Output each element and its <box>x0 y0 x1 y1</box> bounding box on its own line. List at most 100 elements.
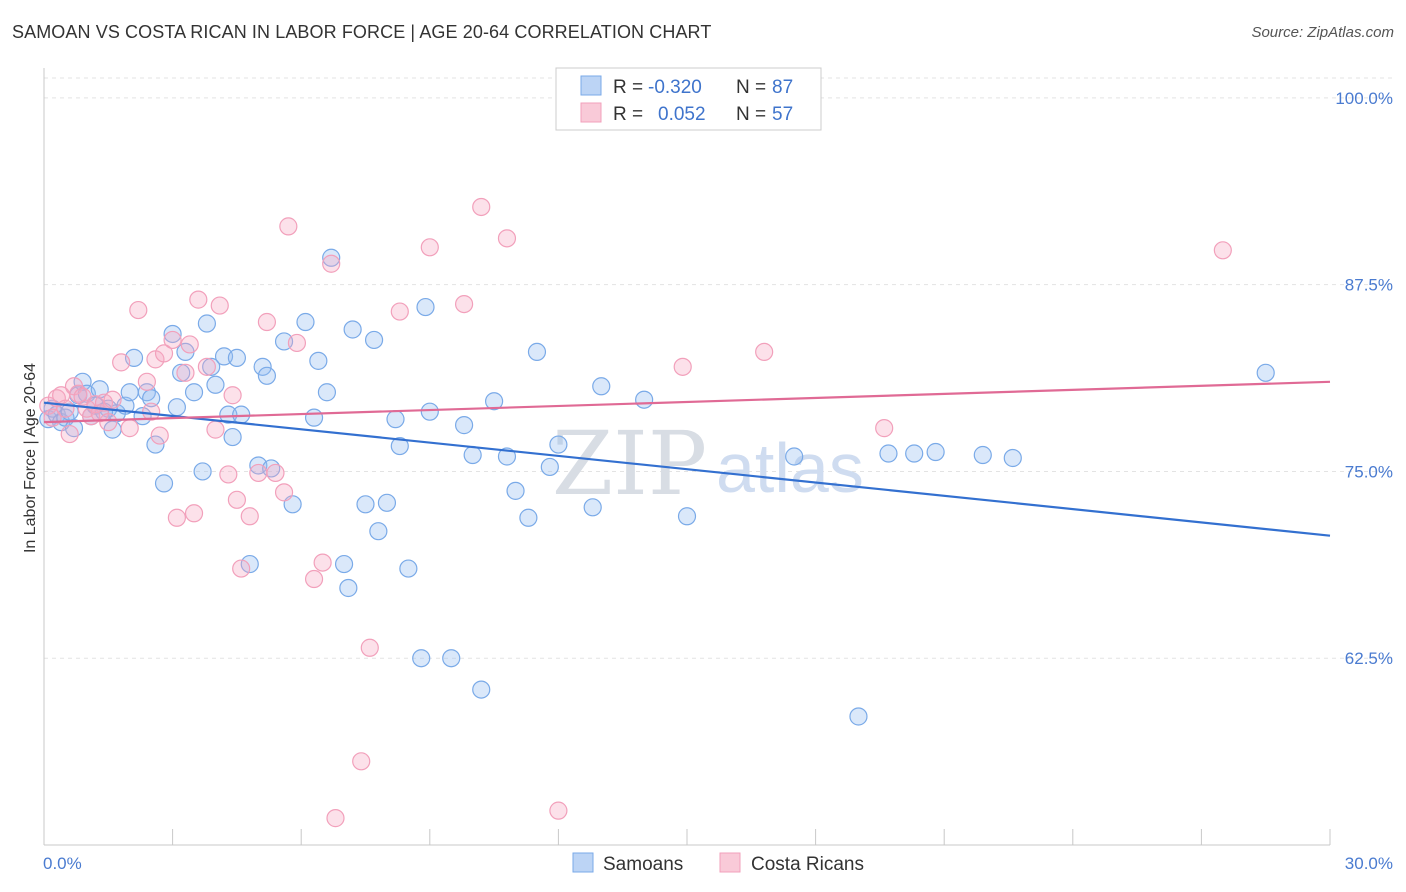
samoans-point-27 <box>184 383 204 402</box>
legend-swatch-costa-ricans <box>580 102 602 123</box>
samoans-point-85 <box>454 416 474 435</box>
costa-ricans-point-15 <box>103 390 122 409</box>
samoans-point-74 <box>849 707 868 726</box>
samoans-point-51 <box>364 330 384 350</box>
bottom-legend-costa-ricans: Costa Ricans <box>751 854 864 875</box>
bottom-legend: Samoans Costa Ricans <box>572 852 864 875</box>
samoans-point-46 <box>322 248 341 267</box>
samoans-point-56 <box>399 559 418 578</box>
samoans-point-34 <box>227 348 246 367</box>
legend-r-value-costa-ricans: 0.052 <box>658 104 706 125</box>
costa-ricans-point-5 <box>60 424 79 444</box>
samoans-point-65 <box>506 481 525 500</box>
samoans-point-71 <box>635 390 654 409</box>
costa-ricans-point-54 <box>497 229 517 248</box>
samoans-point-75 <box>879 444 898 463</box>
legend: R = -0.320 N = 87 R = 0.052 N = 57 <box>555 67 822 131</box>
samoans-point-52 <box>369 522 388 541</box>
costa-ricans-point-24 <box>163 330 182 350</box>
samoans-point-33 <box>219 405 238 424</box>
samoans-point-30 <box>202 357 221 376</box>
legend-n-value-samoans: 87 <box>772 77 793 98</box>
costa-ricans-point-53 <box>472 197 491 217</box>
costa-ricans-point-22 <box>150 426 169 445</box>
samoans-point-77 <box>926 442 945 462</box>
samoans-point-36 <box>240 554 259 574</box>
costa-ricans-point-37 <box>240 507 259 526</box>
costa-ricans-point-58 <box>875 419 894 438</box>
samoans-point-17 <box>120 383 139 402</box>
watermark-atlas: atlas <box>716 429 864 507</box>
costa-ricans-point-4 <box>56 399 75 418</box>
samoans-point-63 <box>485 392 504 411</box>
costa-ricans-point-48 <box>352 752 371 771</box>
costa-ricans-point-46 <box>322 254 341 273</box>
samoans-point-69 <box>549 435 568 454</box>
samoans-point-59 <box>420 402 439 421</box>
samoans-point-22 <box>154 474 174 493</box>
samoans-point-47 <box>334 554 354 574</box>
legend-n-label-samoans: N = <box>736 77 766 98</box>
legend-swatch-samoans <box>580 75 602 96</box>
costa-ricans-point-23 <box>154 344 174 363</box>
y-tick-label-0: 62.5% <box>1345 649 1393 668</box>
samoans-point-45 <box>317 383 337 402</box>
costa-ricans-point-39 <box>257 312 277 332</box>
costa-ricans-point-45 <box>313 553 332 572</box>
samoans-point-60 <box>442 649 461 668</box>
samoans-point-72 <box>677 507 697 526</box>
costa-ricans-point-26 <box>176 363 195 382</box>
samoans-point-48 <box>339 578 358 598</box>
bottom-legend-samoans: Samoans <box>603 854 683 875</box>
samoans-point-57 <box>412 649 431 668</box>
samoans-point-12 <box>90 380 109 399</box>
costa-ricans-point-56 <box>673 357 692 376</box>
samoans-point-78 <box>973 445 992 465</box>
costa-ricans-point-57 <box>755 342 774 362</box>
costa-ricans-point-18 <box>129 300 148 320</box>
y-tick-label-2: 87.5% <box>1345 276 1393 295</box>
costa-ricans-point-43 <box>287 333 307 353</box>
costa-ricans-point-16 <box>112 353 131 372</box>
costa-ricans-point-40 <box>266 463 285 483</box>
samoans-point-31 <box>206 375 225 394</box>
samoans-point-28 <box>193 462 212 481</box>
samoans-point-55 <box>390 436 409 456</box>
x-tick-label-end: 30.0% <box>1345 854 1393 873</box>
samoans-point-25 <box>172 363 191 382</box>
samoans-point-66 <box>519 508 538 527</box>
samoans-point-24 <box>167 398 186 417</box>
legend-r-label-samoans: R = <box>613 77 643 98</box>
samoans-point-29 <box>197 314 216 333</box>
costa-ricans-point-19 <box>137 372 156 391</box>
costa-ricans-point-20 <box>142 402 161 421</box>
costa-ricans-point-32 <box>210 296 229 315</box>
samoans-point-70 <box>583 498 602 517</box>
samoans-point-79 <box>1003 448 1022 468</box>
costa-ricans-point-52 <box>454 294 474 314</box>
legend-r-value-samoans: -0.320 <box>648 77 702 98</box>
samoans-point-86 <box>592 377 611 396</box>
samoans-point-83 <box>223 427 242 447</box>
samoans-point-53 <box>377 493 397 512</box>
costa-ricans-point-28 <box>184 504 204 523</box>
samoans-point-80 <box>1256 363 1275 382</box>
samoans-point-73 <box>785 447 804 466</box>
samoans-point-8 <box>73 372 92 391</box>
costa-ricans-point-55 <box>549 801 568 820</box>
costa-ricans-point-33 <box>219 465 238 484</box>
costa-ricans-point-25 <box>167 508 186 527</box>
costa-ricans-point-51 <box>420 238 439 257</box>
costa-ricans-point-34 <box>223 386 242 405</box>
costa-ricans-point-41 <box>274 483 294 502</box>
costa-ricans-point-27 <box>180 335 199 354</box>
costa-ricans-point-38 <box>249 463 268 483</box>
samoans-point-49 <box>343 320 362 339</box>
samoans-point-43 <box>296 312 315 332</box>
y-axis-label: In Labor Force | Age 20-64 <box>22 363 39 553</box>
samoans-point-39 <box>257 366 277 385</box>
bottom-legend-swatch-costa-ricans <box>719 852 741 873</box>
costa-ricans-point-14 <box>99 413 118 432</box>
samoans-trend-line <box>43 401 1331 537</box>
